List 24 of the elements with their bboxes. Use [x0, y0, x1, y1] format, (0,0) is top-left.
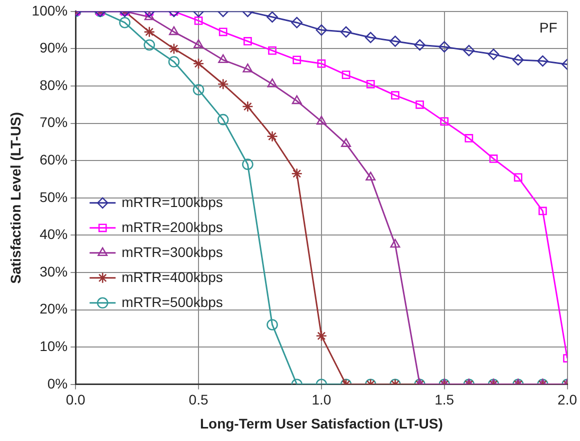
x-tick-label: 0.0 [66, 392, 86, 408]
y-tick-label: 80% [40, 76, 68, 93]
annotation: PF [539, 19, 558, 36]
legend-label: mRTR=400kbps [122, 268, 223, 285]
x-tick-label: 0.5 [188, 392, 208, 408]
y-tick-label: 40% [40, 226, 68, 242]
legend-label: mRTR=500kbps [122, 294, 223, 310]
legend-label: mRTR=300kbps [122, 244, 223, 260]
y-tick-label: 50% [40, 188, 68, 205]
y-tick-label: 70% [40, 114, 68, 130]
legend-label: mRTR=100kbps [122, 194, 223, 210]
y-tick-label: 60% [40, 151, 68, 168]
y-tick-label: 10% [40, 338, 68, 354]
x-axis-title: Long-Term User Satisfaction (LT-US) [200, 415, 443, 432]
x-tick-label: 2.0 [558, 392, 578, 408]
y-tick-label: 20% [40, 300, 68, 317]
x-tick-label: 1.5 [434, 392, 454, 408]
x-tick-label: 1.0 [312, 392, 332, 408]
y-tick-label: 90% [40, 40, 68, 56]
y-tick-label: 30% [40, 263, 68, 280]
y-axis-title: Satisfaction Level (LT-US) [7, 112, 24, 284]
y-tick-label: 100% [32, 2, 68, 18]
legend-label: mRTR=200kbps [122, 218, 223, 235]
y-tick-label: 0% [47, 375, 68, 392]
